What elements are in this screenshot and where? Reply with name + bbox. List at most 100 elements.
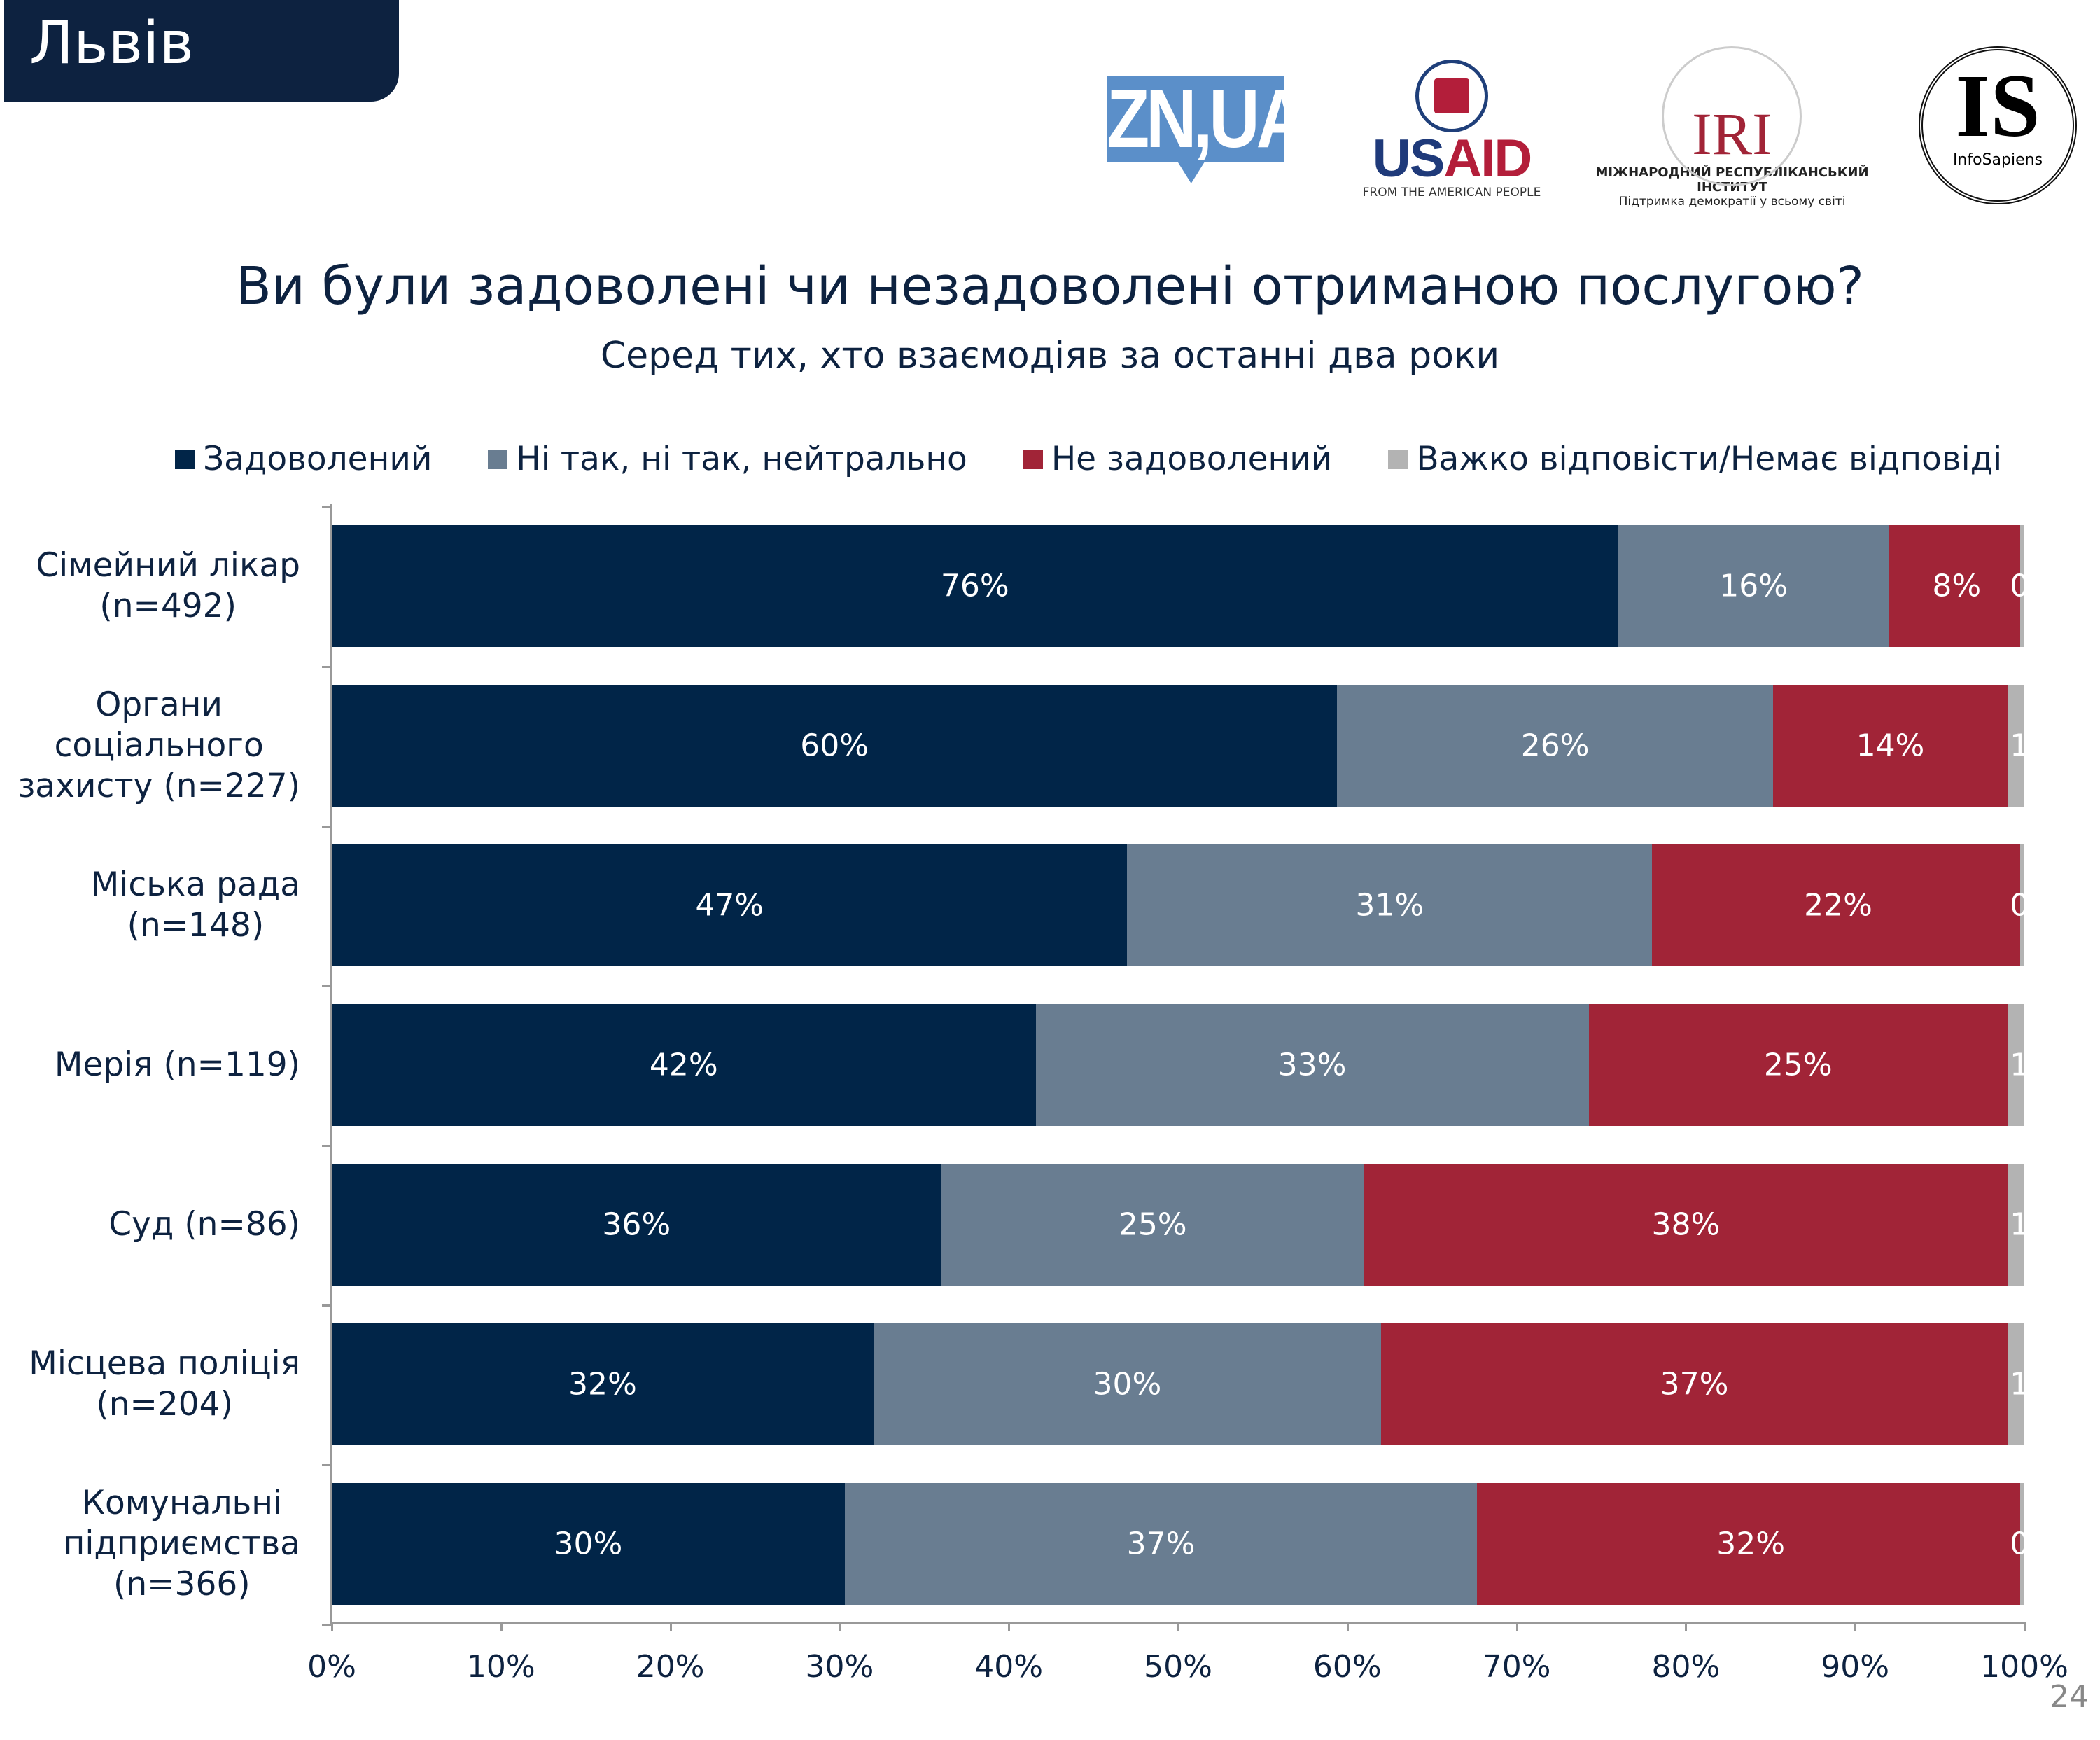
x-tick-label: 60% — [1312, 1649, 1382, 1685]
x-tick-mark — [331, 1622, 333, 1631]
data-label: 1% — [2010, 728, 2024, 764]
legend-label: Не задоволений — [1051, 440, 1333, 478]
legend-swatch — [175, 449, 195, 469]
y-tick-mark — [322, 1145, 332, 1147]
bar-segment — [332, 1483, 845, 1605]
usaid-seal-icon — [1415, 60, 1488, 132]
bar-segment — [1127, 844, 1653, 966]
bar-segment — [1772, 685, 2008, 807]
usaid-us: US — [1372, 129, 1446, 188]
x-tick-label: 20% — [636, 1649, 705, 1685]
zn-ua-logo: ZN,UA — [1107, 73, 1307, 183]
x-tick-label: 0% — [307, 1649, 356, 1685]
bar-segment — [2020, 844, 2024, 966]
x-tick-mark — [2024, 1622, 2026, 1631]
data-label: 0% — [2010, 568, 2024, 604]
data-label: 8% — [1932, 568, 1982, 604]
iri-name: IRI — [1692, 100, 1772, 167]
bar-segment — [941, 1164, 1364, 1286]
legend-label: Ні так, ні так, нейтрально — [516, 440, 967, 478]
data-label: 30% — [1093, 1366, 1162, 1403]
data-label: 1% — [2010, 1206, 2024, 1243]
x-tick-mark — [1685, 1622, 1688, 1631]
data-label: 47% — [695, 887, 764, 924]
city-banner: Львів — [4, 0, 399, 102]
infosapiens-logo: IS InfoSapiens — [1919, 46, 2077, 204]
city-name: Львів — [29, 8, 195, 77]
bar-segment — [1618, 525, 1889, 647]
x-tick-mark — [1854, 1622, 1857, 1631]
x-tick-mark — [839, 1622, 841, 1631]
y-tick-mark — [322, 985, 332, 987]
x-tick-label: 100% — [1980, 1649, 2068, 1685]
data-label: 16% — [1719, 568, 1788, 604]
legend-item: Не задоволений — [1023, 440, 1332, 478]
x-tick-label: 70% — [1482, 1649, 1551, 1685]
chart-title: Ви були задоволені чи незадоволені отрим… — [236, 256, 1864, 316]
y-axis-line — [330, 504, 332, 1623]
y-tick-mark — [322, 1464, 332, 1466]
bar-segment — [332, 685, 1338, 807]
bar-segment — [332, 1323, 874, 1445]
bar-segment — [1035, 1004, 1589, 1126]
x-tick-label: 10% — [466, 1649, 536, 1685]
plot-area: 76% 16% 8% 0% 60% 26% 14% 1% 47% 31% 22% 0% 42% 33% 25… — [332, 510, 2024, 1622]
bar-segment — [332, 1164, 941, 1286]
bar-segment — [1364, 1164, 2008, 1286]
bar-segment — [2008, 685, 2024, 807]
data-label: 0% — [2010, 1526, 2024, 1562]
is-mark: IS — [1955, 56, 2040, 155]
chart-subtitle: Серед тих, хто взаємодіяв за останні два… — [600, 335, 1500, 377]
iri-logo: IRI МІЖНАРОДНИЙ РЕСПУБЛІКАНСЬКИЙ ІНСТИТУ… — [1576, 46, 1888, 209]
bar-segment — [1652, 844, 2024, 966]
legend-swatch — [1388, 449, 1408, 469]
usaid-logo: USAID FROM THE AMERICAN PEOPLE — [1360, 60, 1544, 207]
data-label: 37% — [1126, 1526, 1196, 1562]
is-name: InfoSapiens — [1952, 151, 2043, 169]
legend-swatch — [488, 449, 508, 469]
data-label: 14% — [1856, 728, 1925, 764]
legend-item: Ні так, ні так, нейтрально — [488, 440, 967, 478]
data-label: 60% — [800, 728, 869, 764]
x-tick-mark — [1177, 1622, 1180, 1631]
bar-segment — [2020, 525, 2024, 647]
data-label: 25% — [1118, 1206, 1187, 1243]
category-label: Міська рада (n=148) — [90, 865, 300, 945]
data-label: 25% — [1763, 1047, 1833, 1083]
data-label: 1% — [2010, 1047, 2024, 1083]
category-label: Мерія (n=119) — [54, 1045, 300, 1084]
legend-label: Задоволений — [203, 440, 433, 478]
bar-segment — [1889, 525, 2024, 647]
y-tick-mark — [322, 1304, 332, 1307]
bar-segment — [2020, 1483, 2024, 1605]
bar-segment — [2007, 1164, 2024, 1286]
data-label: 37% — [1660, 1366, 1729, 1403]
data-label: 32% — [1716, 1526, 1786, 1562]
legend-swatch — [1023, 449, 1043, 469]
data-label: 42% — [649, 1047, 718, 1083]
x-tick-label: 50% — [1144, 1649, 1212, 1685]
x-tick-mark — [1516, 1622, 1518, 1631]
bar-segment — [332, 844, 1128, 966]
bar-segment — [844, 1483, 1478, 1605]
category-label: Суд (n=86) — [108, 1205, 300, 1244]
x-tick-mark — [500, 1622, 503, 1631]
bar-segment — [332, 1004, 1036, 1126]
bar-segment — [2007, 1323, 2024, 1445]
data-label: 33% — [1278, 1047, 1347, 1083]
legend-label: Важко відповісти/Немає відповіді — [1416, 440, 2003, 478]
data-label: 22% — [1804, 887, 1872, 924]
iri-line2: Підтримка демократії у всьому світі — [1618, 195, 1846, 209]
data-label: 76% — [940, 568, 1009, 604]
x-tick-label: 40% — [974, 1649, 1044, 1685]
globe-icon — [1662, 46, 1802, 186]
category-label: Органи соціального захисту (n=227) — [18, 685, 300, 805]
bar-segment — [332, 525, 1618, 647]
legend: Задоволений Ні так, ні так, нейтрально Не … — [175, 440, 2058, 478]
data-label: 30% — [554, 1526, 623, 1562]
bar-segment — [873, 1323, 1382, 1445]
category-label: Сімейний лікар (n=492) — [36, 546, 300, 625]
y-tick-mark — [322, 506, 332, 508]
y-tick-mark — [322, 1624, 332, 1626]
x-tick-mark — [1346, 1622, 1349, 1631]
